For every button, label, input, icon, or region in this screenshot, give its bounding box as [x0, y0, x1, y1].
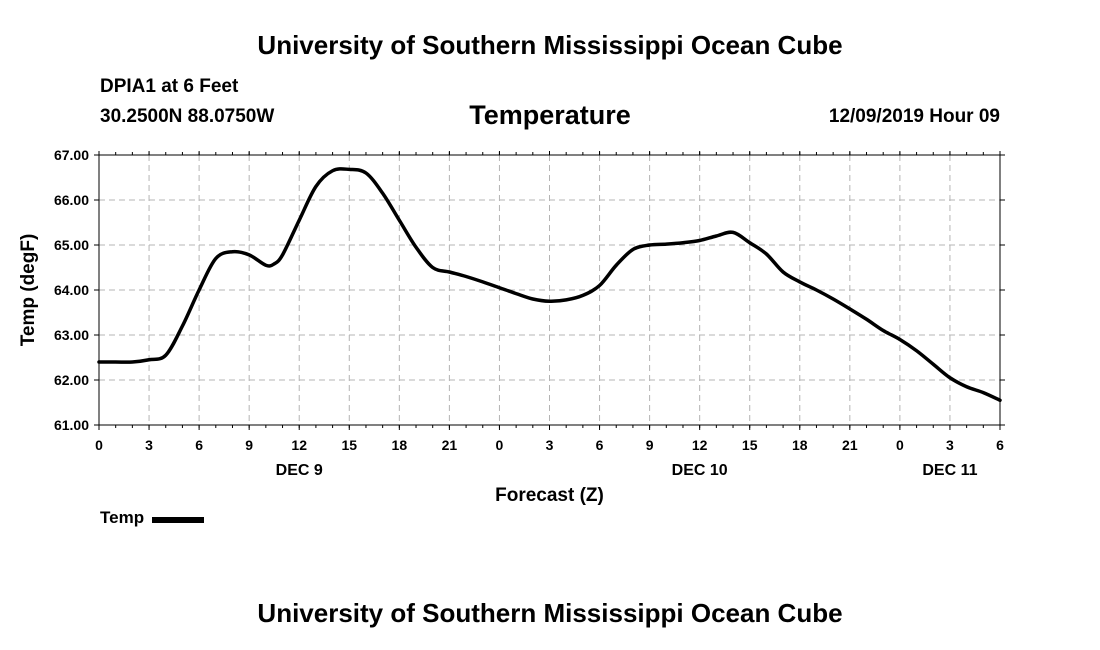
x-axis-title: Forecast (Z) — [495, 485, 604, 506]
series-line-temp — [97, 167, 1002, 402]
x-tick-label: 15 — [742, 437, 758, 453]
x-tick-label: 3 — [145, 437, 153, 453]
coordinates-label: 30.2500N 88.0750W — [100, 106, 275, 127]
x-tick-label: 0 — [496, 437, 504, 453]
x-tick-label: 18 — [792, 437, 808, 453]
y-tick-label: 65.00 — [54, 237, 89, 253]
x-tick-label: 21 — [442, 437, 458, 453]
station-label: DPIA1 at 6 Feet — [100, 76, 239, 97]
y-tick-label: 63.00 — [54, 327, 89, 343]
y-tick-label: 61.00 — [54, 417, 89, 433]
top-title: University of Southern Mississippi Ocean… — [257, 30, 843, 60]
y-tick-label: 66.00 — [54, 192, 89, 208]
x-tick-label: 18 — [392, 437, 408, 453]
legend: Temp — [100, 508, 205, 528]
date-label: DEC 11 — [922, 462, 977, 479]
series — [97, 167, 1002, 402]
y-tick-label: 64.00 — [54, 282, 89, 298]
date-label: DEC 10 — [672, 462, 728, 479]
x-tick-label: 6 — [596, 437, 604, 453]
x-tick-label: 9 — [646, 437, 654, 453]
legend-line-swatch — [152, 516, 205, 523]
x-tick-label: 0 — [896, 437, 904, 453]
y-tick-label: 62.00 — [54, 372, 89, 388]
x-tick-label: 3 — [946, 437, 954, 453]
x-tick-label: 21 — [842, 437, 858, 453]
x-tick-label: 12 — [692, 437, 708, 453]
chart-title: Temperature — [469, 100, 631, 130]
y-axis-title: Temp (degF) — [18, 234, 39, 347]
x-tick-label: 12 — [291, 437, 307, 453]
x-tick-label: 0 — [95, 437, 103, 453]
plot-frame — [98, 154, 1001, 426]
date-label: DEC 9 — [276, 462, 323, 479]
axes: 0 3 6 9 12 15 18 21 0 3 6 9 12 15 18 21 0 3 6 61.00 62.00 63.… — [18, 147, 1005, 506]
datetime-label: 12/09/2019 Hour 09 — [828, 106, 1000, 127]
x-tick-label: 6 — [195, 437, 203, 453]
bottom-title: University of Southern Mississippi Ocean… — [257, 598, 843, 628]
y-tick-label: 67.00 — [54, 147, 89, 163]
x-tick-label: 15 — [341, 437, 357, 453]
grid — [99, 155, 1000, 425]
x-tick-label: 9 — [245, 437, 253, 453]
x-tick-label: 3 — [546, 437, 554, 453]
x-tick-label: 6 — [996, 437, 1004, 453]
legend-label: Temp — [100, 508, 145, 527]
